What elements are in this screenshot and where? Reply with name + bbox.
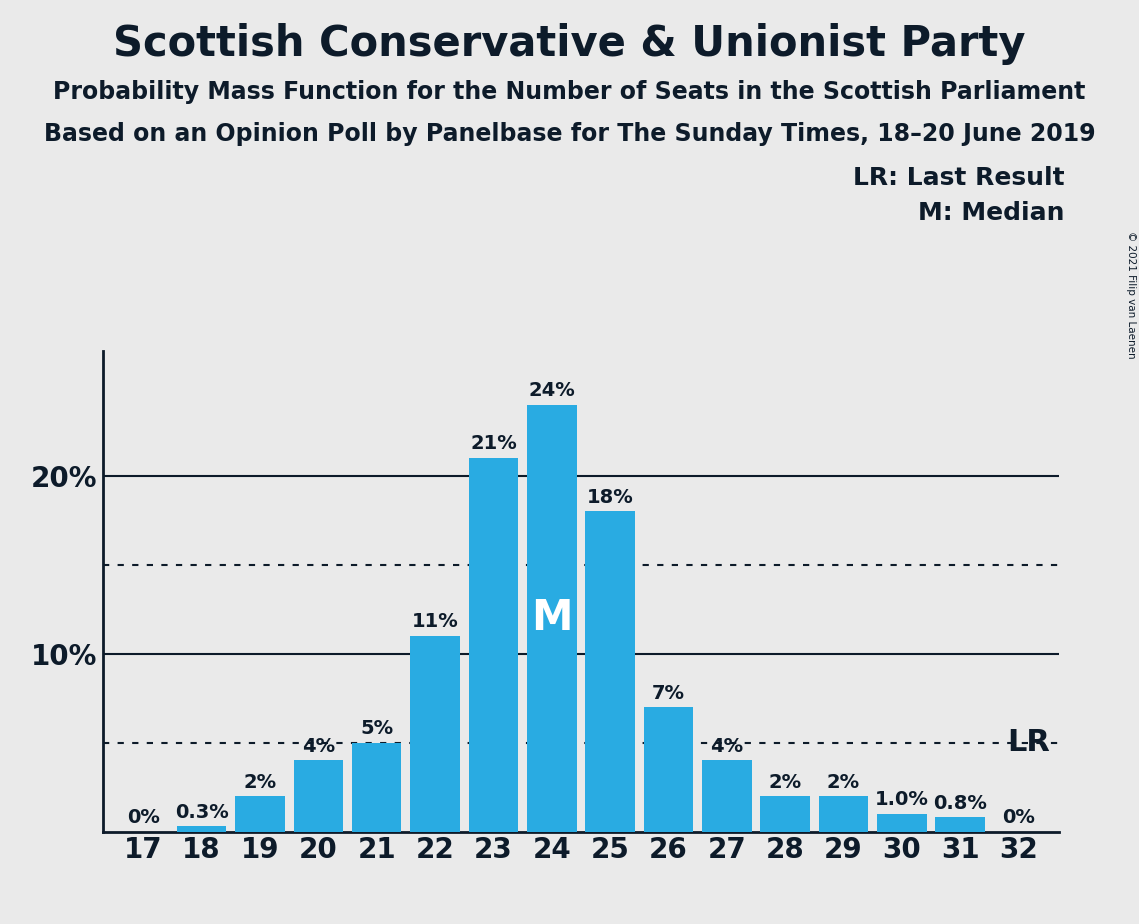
Text: 0.8%: 0.8% xyxy=(933,794,988,813)
Bar xyxy=(352,743,401,832)
Text: 24%: 24% xyxy=(528,381,575,400)
Bar xyxy=(702,760,752,832)
Text: LR: LR xyxy=(1008,728,1050,757)
Bar xyxy=(527,405,576,832)
Bar xyxy=(585,511,634,832)
Bar xyxy=(177,826,227,832)
Text: LR: Last Result: LR: Last Result xyxy=(853,166,1065,190)
Text: Based on an Opinion Poll by Panelbase for The Sunday Times, 18–20 June 2019: Based on an Opinion Poll by Panelbase fo… xyxy=(43,122,1096,146)
Text: 0%: 0% xyxy=(1002,808,1035,827)
Text: 18%: 18% xyxy=(587,488,633,507)
Text: M: Median: M: Median xyxy=(918,201,1065,225)
Text: 2%: 2% xyxy=(827,772,860,792)
Bar xyxy=(760,796,810,832)
Bar xyxy=(410,636,460,832)
Text: 5%: 5% xyxy=(360,719,393,738)
Text: 0.3%: 0.3% xyxy=(174,803,229,821)
Text: Scottish Conservative & Unionist Party: Scottish Conservative & Unionist Party xyxy=(113,23,1026,65)
Text: 11%: 11% xyxy=(411,613,458,631)
Bar xyxy=(644,707,694,832)
Text: 4%: 4% xyxy=(302,737,335,756)
Text: 1.0%: 1.0% xyxy=(875,790,928,809)
Bar xyxy=(877,814,926,832)
Text: M: M xyxy=(531,597,573,639)
Bar xyxy=(236,796,285,832)
Bar xyxy=(935,818,985,832)
Text: © 2021 Filip van Laenen: © 2021 Filip van Laenen xyxy=(1126,231,1136,359)
Text: 0%: 0% xyxy=(126,808,159,827)
Text: 4%: 4% xyxy=(711,737,744,756)
Text: 2%: 2% xyxy=(244,772,277,792)
Text: 2%: 2% xyxy=(769,772,802,792)
Bar xyxy=(819,796,868,832)
Text: Probability Mass Function for the Number of Seats in the Scottish Parliament: Probability Mass Function for the Number… xyxy=(54,80,1085,104)
Text: 7%: 7% xyxy=(652,684,685,702)
Text: 21%: 21% xyxy=(470,434,517,454)
Bar xyxy=(468,458,518,832)
Bar xyxy=(294,760,343,832)
